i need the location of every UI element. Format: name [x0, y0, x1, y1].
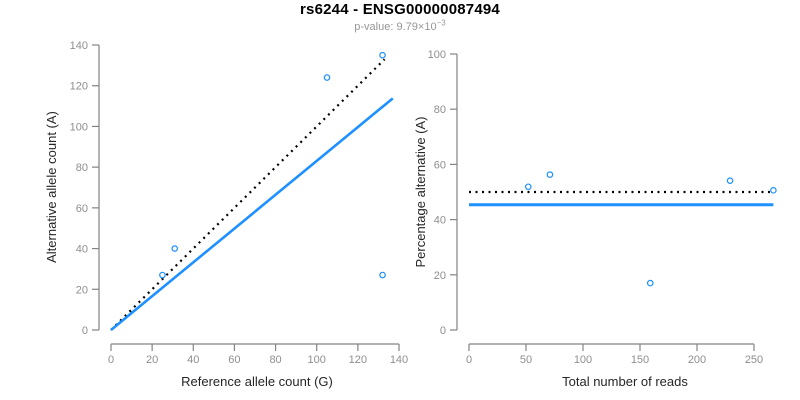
data-point: [171, 245, 179, 252]
pvalue-label: p-value:: [354, 21, 397, 33]
y-tick-label: 100: [70, 121, 88, 133]
fitted-ratio-line: [110, 97, 394, 332]
allele-count-scatter: 0 20 40 60 80 100 120 140 0 20 40 60 80 100 120 140 Refe…: [44, 40, 408, 389]
y-tick-label: 140: [70, 40, 88, 52]
y-axis-title: Alternative allele count (A): [44, 111, 59, 263]
figure-subtitle: p-value: 9.79×10−3: [0, 18, 800, 33]
y-tick-label: 40: [434, 215, 446, 227]
figure-title: rs6244 - ENSG00000087494: [300, 1, 500, 18]
data-point: [770, 187, 777, 194]
y-axis-title: Percentage alternative (A): [413, 116, 428, 267]
y-tick-label: 120: [70, 81, 88, 93]
pvalue-base: 10: [424, 21, 437, 33]
data-point: [323, 74, 331, 81]
data-point: [379, 271, 386, 279]
data-point: [546, 171, 554, 178]
x-tick-label: 140: [390, 354, 408, 366]
y-tick-label: 60: [76, 203, 88, 215]
y-tick-label: 20: [434, 270, 446, 282]
y-tick-label: 0: [440, 325, 446, 337]
pvalue-mantissa: 9.79: [396, 21, 418, 33]
x-tick-label: 120: [349, 354, 367, 366]
y-tick-label: 80: [434, 104, 446, 116]
x-tick-label: 50: [520, 354, 532, 366]
y-tick-label: 0: [82, 325, 88, 337]
data-point: [726, 177, 734, 184]
x-tick-label: 80: [269, 354, 281, 366]
percentage-alternative-scatter: 0 20 40 60 80 100 0 50 100 150 200 250 Total number …: [413, 49, 777, 389]
data-point: [646, 279, 654, 287]
identity-line: [110, 58, 386, 331]
x-tick-label: 40: [187, 354, 199, 366]
x-tick-label: 200: [688, 354, 706, 366]
x-tick-label: 250: [745, 354, 763, 366]
x-tick-label: 100: [308, 354, 326, 366]
x-tick-label: 0: [466, 354, 472, 366]
x-tick-label: 60: [228, 354, 240, 366]
x-axis-title: Reference allele count (G): [181, 374, 333, 389]
data-point: [159, 271, 166, 279]
data-point: [379, 51, 386, 59]
x-tick-label: 100: [574, 354, 592, 366]
x-tick-label: 150: [631, 354, 649, 366]
x-axis-title: Total number of reads: [562, 374, 688, 389]
y-tick-label: 20: [76, 284, 88, 296]
y-tick-label: 60: [434, 159, 446, 171]
y-tick-label: 40: [76, 244, 88, 256]
x-tick-label: 20: [146, 354, 158, 366]
pvalue-times-sign: ×: [417, 21, 425, 33]
x-tick-label: 0: [108, 354, 114, 366]
pvalue-exponent: −3: [436, 18, 446, 28]
data-point: [524, 183, 532, 191]
y-tick-label: 100: [428, 49, 446, 61]
y-tick-label: 80: [76, 162, 88, 174]
